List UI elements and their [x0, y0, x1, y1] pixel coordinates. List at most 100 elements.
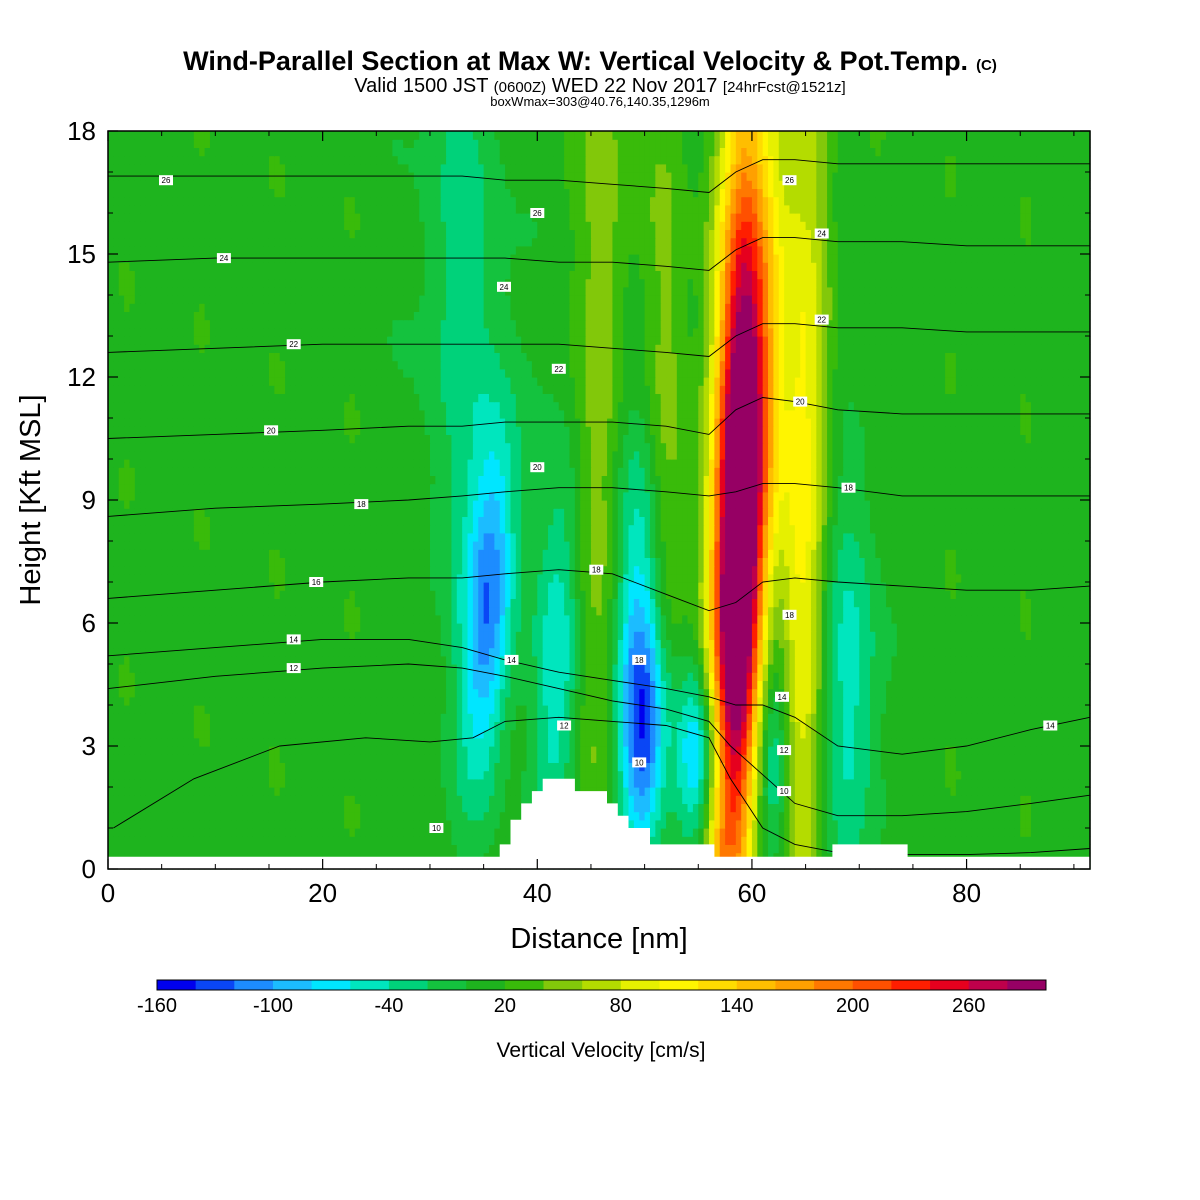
velocity-cell — [376, 770, 383, 780]
velocity-cell — [564, 746, 571, 755]
velocity-cell — [1052, 737, 1059, 747]
velocity-cell — [682, 680, 689, 690]
velocity-cell — [982, 803, 989, 813]
velocity-cell — [923, 713, 930, 722]
velocity-cell — [912, 811, 919, 821]
velocity-cell — [923, 770, 930, 780]
velocity-cell — [188, 746, 195, 755]
velocity-cell — [140, 639, 147, 649]
velocity-cell — [328, 729, 334, 739]
velocity-cell — [1036, 778, 1043, 788]
velocity-cell — [762, 721, 769, 731]
velocity-cell — [730, 746, 737, 755]
velocity-cell — [1063, 729, 1070, 739]
velocity-cell — [451, 664, 458, 673]
velocity-cell — [1014, 705, 1021, 714]
velocity-cell — [317, 746, 324, 755]
velocity-cell — [1004, 647, 1011, 657]
velocity-cell — [129, 655, 136, 665]
velocity-cell — [971, 787, 978, 796]
velocity-cell — [574, 746, 581, 755]
velocity-cell — [231, 770, 238, 780]
velocity-cell — [751, 787, 758, 796]
velocity-cell — [1036, 737, 1043, 747]
velocity-cell — [403, 705, 410, 714]
velocity-cell — [290, 647, 297, 657]
velocity-cell — [843, 664, 850, 673]
velocity-cell — [837, 795, 844, 804]
velocity-cell — [317, 828, 324, 837]
velocity-cell — [446, 721, 453, 731]
velocity-cell — [853, 787, 860, 796]
velocity-cell — [789, 655, 796, 665]
velocity-cell — [403, 836, 410, 845]
velocity-cell — [526, 713, 533, 722]
velocity-cell — [574, 664, 581, 673]
velocity-cell — [295, 754, 302, 763]
velocity-cell — [719, 811, 726, 821]
velocity-cell — [735, 803, 742, 813]
velocity-cell — [301, 729, 308, 739]
velocity-cell — [478, 713, 485, 722]
velocity-cell — [918, 647, 925, 657]
velocity-cell — [810, 737, 817, 747]
velocity-cell — [387, 754, 394, 763]
velocity-cell — [247, 680, 254, 690]
velocity-cell — [644, 664, 651, 673]
velocity-cell — [488, 696, 495, 706]
velocity-cell — [902, 754, 909, 763]
velocity-cell — [607, 754, 614, 763]
velocity-cell — [108, 836, 114, 845]
velocity-cell — [177, 647, 184, 657]
velocity-cell — [714, 746, 721, 755]
velocity-cell — [167, 721, 173, 731]
velocity-cell — [435, 721, 442, 731]
velocity-cell — [757, 803, 764, 813]
velocity-cell — [886, 778, 893, 788]
velocity-cell — [730, 688, 737, 698]
velocity-cell — [145, 713, 152, 722]
velocity-cell — [381, 746, 388, 755]
velocity-cell — [333, 713, 340, 722]
velocity-cell — [666, 836, 673, 845]
velocity-cell — [236, 778, 243, 788]
velocity-cell — [279, 672, 286, 681]
velocity-cell — [161, 713, 168, 722]
velocity-cell — [446, 828, 453, 837]
velocity-cell — [537, 746, 544, 755]
velocity-cell — [961, 803, 968, 813]
velocity-cell — [478, 795, 485, 804]
velocity-cell — [338, 787, 345, 796]
velocity-cell — [912, 795, 919, 804]
velocity-cell — [108, 696, 114, 706]
velocity-cell — [698, 787, 705, 796]
velocity-cell — [569, 688, 576, 698]
velocity-cell — [1009, 688, 1016, 698]
velocity-cell — [231, 762, 238, 772]
velocity-cell — [977, 688, 984, 698]
velocity-cell — [124, 696, 131, 706]
velocity-cell — [692, 828, 699, 837]
velocity-cell — [617, 647, 624, 657]
velocity-cell — [875, 778, 882, 788]
velocity-cell — [306, 688, 313, 698]
velocity-cell — [649, 795, 656, 804]
velocity-cell — [789, 664, 796, 673]
velocity-cell — [462, 713, 469, 722]
velocity-cell — [108, 778, 114, 788]
velocity-cell — [1036, 746, 1043, 755]
velocity-cell — [961, 729, 968, 739]
velocity-cell — [263, 647, 270, 657]
velocity-cell — [768, 844, 774, 854]
velocity-cell — [456, 762, 463, 772]
velocity-cell — [601, 655, 608, 665]
velocity-cell — [633, 729, 640, 739]
velocity-cell — [274, 803, 281, 813]
velocity-cell — [902, 819, 909, 829]
velocity-cell — [419, 778, 426, 788]
velocity-cell — [322, 688, 329, 698]
velocity-cell — [939, 721, 946, 731]
velocity-cell — [590, 737, 597, 747]
velocity-cell — [794, 721, 801, 731]
velocity-cell — [424, 795, 431, 804]
